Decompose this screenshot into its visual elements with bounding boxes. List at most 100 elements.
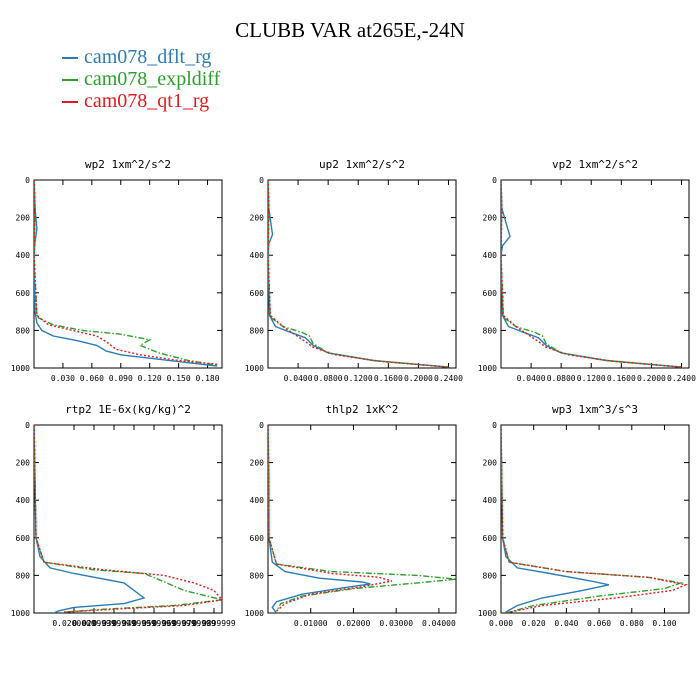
series-line-cam078_dflt_rg: [268, 425, 371, 613]
x-tick-label: 0.1200: [577, 374, 606, 383]
y-tick-label: 400: [483, 251, 498, 260]
x-tick-label: 0.0799999: [172, 619, 216, 628]
series-line-cam078_expldiff: [34, 425, 222, 613]
y-tick-label: 400: [250, 496, 265, 505]
x-tick-label: 0.0400: [284, 374, 313, 383]
y-tick-label: 400: [16, 251, 31, 260]
y-tick-label: 200: [250, 459, 265, 468]
x-tick-label: 0.0800: [314, 374, 343, 383]
y-tick-label: 800: [16, 326, 31, 335]
legend-item-dflt: cam078_dflt_rg: [62, 46, 220, 68]
x-tick-label: 0.120: [138, 374, 162, 383]
panel-title: wp3 1xm^3/s^3: [552, 403, 638, 416]
y-tick-label: 1000: [245, 609, 264, 618]
panel-4: rtp2 1E-6x(kg/kg)^2 0 200 400 600 800 1000 0.02…: [11, 403, 236, 628]
x-tick-label: 0.2400: [434, 374, 463, 383]
y-tick-label: 200: [483, 459, 498, 468]
series-line-cam078_dflt_rg: [34, 425, 146, 613]
x-tick-label: 0.01000: [294, 619, 328, 628]
series-line-cam078_dflt_rg: [34, 180, 218, 367]
x-tick-label: 0.0699999: [152, 619, 196, 628]
y-tick-label: 800: [250, 571, 265, 580]
y-tick-label: 800: [250, 326, 265, 335]
panel-1: wp2 1xm^2/s^2 0 200 400 600 800 1000 0.030 0.060…: [11, 158, 223, 383]
y-tick-label: 0: [492, 176, 497, 185]
x-tick-label: 0.000: [489, 619, 513, 628]
y-tick-label: 200: [483, 214, 498, 223]
series-line-cam078_dflt_rg: [501, 180, 682, 368]
x-tick-label: 0.2400: [667, 374, 696, 383]
series-line-cam078_expldiff: [268, 180, 449, 368]
x-tick-label: 0.2000: [637, 374, 666, 383]
y-tick-label: 400: [16, 496, 31, 505]
legend-swatch-qt1: [62, 101, 78, 104]
y-tick-label: 1000: [11, 364, 30, 373]
series-line-cam078_qt1_rg: [501, 425, 689, 613]
x-tick-label: 0.020: [522, 619, 546, 628]
x-tick-label: 0.1600: [607, 374, 636, 383]
series-line-cam078_dflt_rg: [501, 425, 610, 613]
panel-frame: [267, 179, 457, 369]
x-tick-label: 0.02000: [337, 619, 371, 628]
legend-swatch-dflt: [62, 57, 78, 60]
x-tick-label: 0.2000: [404, 374, 433, 383]
panel-5: thlp2 1xK^2 0 200 400 600 800 1000 0.01000 0.020…: [245, 403, 457, 628]
x-tick-label: 0.0399999: [92, 619, 136, 628]
x-tick-label: 0.0499999: [112, 619, 156, 628]
y-tick-label: 800: [16, 571, 31, 580]
panel-frame: [33, 424, 223, 614]
panel-2: up2 1xm^2/s^2 0 200 400 600 800 1000 0.0400 0.08…: [245, 158, 463, 383]
panel-title: vp2 1xm^2/s^2: [552, 158, 638, 171]
x-tick-label: 0.180: [195, 374, 219, 383]
y-tick-label: 0: [25, 176, 30, 185]
y-tick-label: 0: [259, 176, 264, 185]
series-line-cam078_expldiff: [34, 180, 218, 366]
panel-3: vp2 1xm^2/s^2 0 200 400 600 800 1000 0.0400 0.08…: [478, 158, 696, 383]
panel-frame: [500, 424, 690, 614]
y-tick-label: 600: [16, 534, 31, 543]
x-tick-label: 0.1600: [374, 374, 403, 383]
legend-item-expldiff: cam078_expldiff: [62, 68, 220, 90]
panel-frame: [267, 424, 457, 614]
y-tick-label: 600: [250, 534, 265, 543]
series-line-cam078_expldiff: [268, 425, 456, 612]
x-tick-label: 0.030: [51, 374, 75, 383]
x-tick-label: 0.100: [652, 619, 676, 628]
y-tick-label: 1000: [478, 609, 497, 618]
panel-frame: [500, 179, 690, 369]
y-tick-label: 1000: [245, 364, 264, 373]
legend-label-dflt: cam078_dflt_rg: [84, 46, 212, 68]
x-tick-label: 0.060: [587, 619, 611, 628]
series-line-cam078_qt1_rg: [34, 180, 218, 365]
panel-title: up2 1xm^2/s^2: [319, 158, 405, 171]
x-tick-label: 0.0899999: [192, 619, 236, 628]
x-tick-label: 0.060: [80, 374, 104, 383]
y-tick-label: 400: [250, 251, 265, 260]
x-tick-label: 0.03000: [379, 619, 413, 628]
legend-label-expldiff: cam078_expldiff: [84, 68, 221, 90]
x-tick-label: 0.090: [109, 374, 133, 383]
y-tick-label: 1000: [478, 364, 497, 373]
x-tick-label: 0.0400: [517, 374, 546, 383]
y-tick-label: 800: [483, 326, 498, 335]
panel-title: wp2 1xm^2/s^2: [85, 158, 171, 171]
panel-title: thlp2 1xK^2: [326, 403, 399, 416]
series-line-cam078_qt1_rg: [268, 425, 393, 612]
series-line-cam078_expldiff: [501, 425, 684, 613]
legend-item-qt1: cam078_qt1_rg: [62, 90, 220, 112]
y-tick-label: 600: [250, 289, 265, 298]
y-tick-label: 600: [483, 289, 498, 298]
y-tick-label: 1000: [11, 609, 30, 618]
y-tick-label: 0: [259, 421, 264, 430]
y-tick-label: 0: [25, 421, 30, 430]
legend-label-qt1: cam078_qt1_rg: [84, 90, 210, 112]
y-tick-label: 600: [483, 534, 498, 543]
y-tick-label: 400: [483, 496, 498, 505]
legend-swatch-expldiff: [62, 79, 78, 82]
y-tick-label: 0: [492, 421, 497, 430]
legend: cam078_dflt_rg cam078_expldiff cam078_qt…: [62, 46, 220, 112]
panel-frame: [33, 179, 223, 369]
x-tick-label: 0.080: [620, 619, 644, 628]
